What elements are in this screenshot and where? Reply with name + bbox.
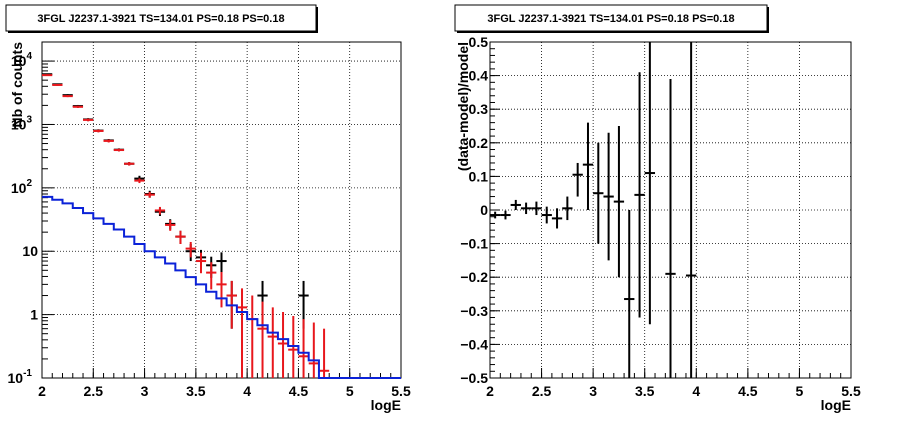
data-point — [83, 118, 94, 122]
y-tick-label: 0.2 — [469, 135, 489, 151]
data-point — [298, 319, 309, 378]
data-point — [175, 230, 186, 245]
data-point — [52, 83, 63, 86]
data-point — [113, 148, 125, 152]
x-tick-label: 5.5 — [391, 383, 411, 399]
y-tick-label: 102 — [11, 178, 33, 196]
data-point — [500, 210, 511, 220]
y-axis-title: (data-model)/model — [455, 42, 471, 171]
y-tick-label: 10 — [22, 243, 38, 259]
x-tick-label: 2 — [38, 383, 46, 399]
data-point — [613, 126, 625, 278]
residuals-panel: 2 2.5 3 3.5 4 4.5 5 5.5 −0.5 −0.4 −0.3 −0.2 −0.1 0 0.1… — [454, 4, 861, 413]
y-tick-label: 0.3 — [469, 101, 489, 117]
title-box — [454, 4, 768, 32]
x-tick-label: 4.5 — [289, 383, 309, 399]
data-point — [185, 241, 196, 258]
data-point — [247, 295, 258, 378]
data-point — [42, 74, 53, 77]
y-tick-label: 0.5 — [469, 34, 489, 50]
series-0 — [42, 73, 309, 329]
data-point — [288, 316, 299, 378]
data-point — [277, 311, 289, 378]
data-point — [562, 196, 573, 221]
data-point — [62, 95, 73, 98]
series-2 — [42, 195, 401, 379]
data-point — [318, 328, 330, 378]
data-point — [165, 220, 176, 231]
data-point — [206, 262, 217, 290]
data-point — [144, 192, 155, 198]
data-point — [685, 42, 697, 378]
x-tick-label: 3 — [141, 383, 149, 399]
data-point — [134, 178, 145, 184]
data-point — [490, 211, 501, 219]
y-tick-label: −0.2 — [460, 269, 488, 285]
x-tick-label: 3 — [589, 383, 597, 399]
data-point — [510, 199, 521, 210]
data-point — [154, 206, 166, 215]
data-point — [603, 132, 614, 261]
data-point — [644, 42, 656, 325]
x-tick-label: 2.5 — [84, 383, 104, 399]
data-point — [531, 201, 542, 216]
y-tick-label: 103 — [11, 114, 33, 132]
title-box — [5, 4, 317, 32]
x-tick-label: 4 — [243, 383, 251, 399]
y-tick-label: −0.5 — [460, 370, 488, 386]
data-point — [236, 288, 248, 378]
y-tick-label: 0.4 — [469, 68, 489, 84]
y-tick-label: 0.1 — [469, 168, 489, 184]
x-tick-label: 3.5 — [186, 383, 206, 399]
x-tick-label: 2.5 — [532, 383, 552, 399]
data-point — [216, 252, 227, 273]
data-point — [582, 122, 594, 210]
data-point — [665, 78, 676, 378]
x-tick-label: 5 — [796, 383, 804, 399]
model-step-line — [42, 195, 401, 379]
data-point — [624, 210, 635, 378]
plot-frame — [41, 41, 402, 379]
data-point — [124, 162, 135, 166]
data-point — [216, 272, 227, 308]
chart-title: 3FGL J2237.1-3921 TS=134.01 PS=0.18 PS=0… — [37, 13, 284, 25]
x-tick-label: 5.5 — [841, 383, 861, 399]
y-tick-label: 1 — [30, 307, 38, 323]
x-tick-label: 4.5 — [738, 383, 758, 399]
data-point — [520, 202, 532, 215]
series-1 — [42, 74, 330, 378]
data-point — [551, 208, 563, 229]
data-point — [103, 139, 114, 143]
data-point — [593, 142, 604, 244]
x-axis-title: logE — [821, 397, 851, 413]
y-axis-title: Nb of counts — [9, 42, 25, 128]
chart-title: 3FGL J2237.1-3921 TS=134.01 PS=0.18 PS=0… — [487, 13, 734, 25]
y-tick-label: 10-1 — [8, 368, 33, 386]
y-tick-label: −0.3 — [460, 303, 488, 319]
data-point — [308, 322, 319, 378]
x-axis-title: logE — [371, 397, 401, 413]
data-point — [572, 162, 583, 197]
x-tick-label: 2 — [486, 383, 494, 399]
x-tick-label: 3.5 — [635, 383, 655, 399]
data-point — [541, 206, 552, 224]
data-point — [195, 252, 207, 274]
data-point — [257, 301, 268, 378]
y-tick-label: −0.1 — [460, 236, 488, 252]
y-tick-label: −0.4 — [460, 336, 488, 352]
data-point — [634, 72, 645, 318]
x-tick-label: 4 — [692, 383, 700, 399]
y-tick-label: 104 — [11, 51, 33, 69]
data-point — [72, 105, 84, 108]
counts-panel: 2 2.5 3 3.5 4 4.5 5 5.5 10-1 1 10 102 103 104 logE Nb o… — [5, 4, 411, 413]
data-point — [93, 129, 104, 133]
x-tick-label: 5 — [346, 383, 354, 399]
data-point — [267, 307, 278, 378]
y-tick-label: 0 — [480, 202, 488, 218]
series-0 — [490, 42, 697, 378]
